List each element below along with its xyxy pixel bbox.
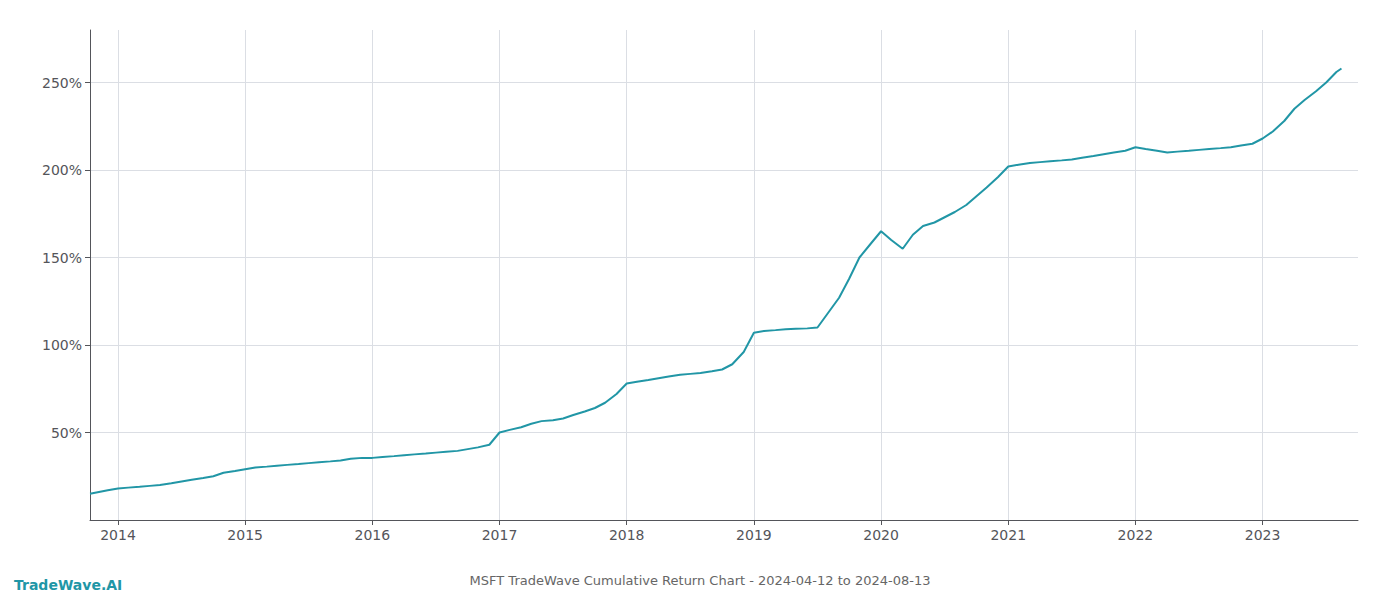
svg-text:2022: 2022	[1118, 527, 1154, 543]
svg-text:2016: 2016	[355, 527, 391, 543]
svg-text:2019: 2019	[736, 527, 772, 543]
svg-text:2020: 2020	[863, 527, 899, 543]
svg-text:2017: 2017	[482, 527, 518, 543]
svg-text:2015: 2015	[227, 527, 263, 543]
svg-text:50%: 50%	[51, 425, 82, 441]
svg-text:150%: 150%	[42, 250, 82, 266]
svg-text:2018: 2018	[609, 527, 645, 543]
svg-text:200%: 200%	[42, 162, 82, 178]
svg-text:250%: 250%	[42, 75, 82, 91]
svg-text:2014: 2014	[100, 527, 136, 543]
svg-text:MSFT TradeWave Cumulative Retu: MSFT TradeWave Cumulative Return Chart -…	[470, 573, 931, 588]
svg-text:100%: 100%	[42, 337, 82, 353]
svg-text:2021: 2021	[990, 527, 1026, 543]
svg-text:2023: 2023	[1245, 527, 1281, 543]
svg-text:TradeWave.AI: TradeWave.AI	[14, 577, 122, 593]
